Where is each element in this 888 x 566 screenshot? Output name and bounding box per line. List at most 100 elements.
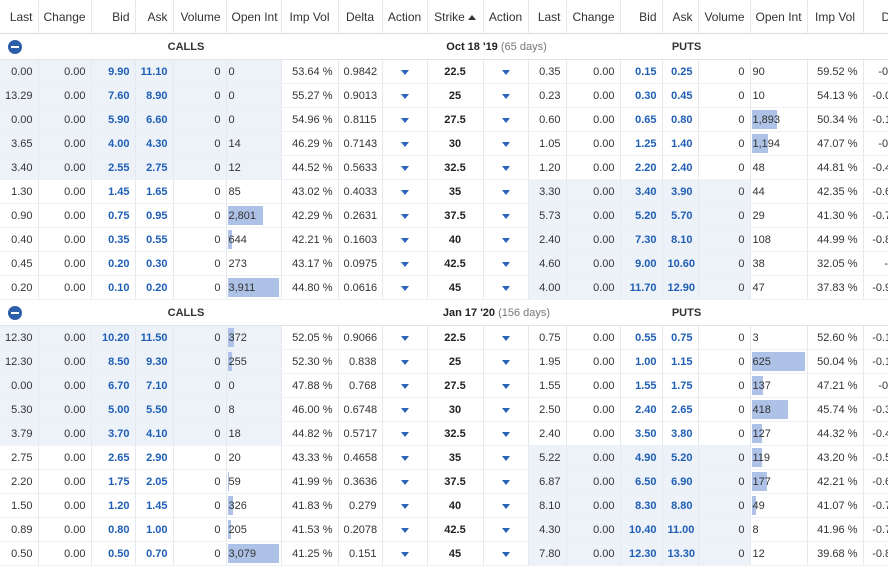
call-action[interactable] xyxy=(382,445,428,470)
caret-down-icon[interactable] xyxy=(501,165,510,171)
caret-down-icon[interactable] xyxy=(501,431,510,437)
call-action[interactable] xyxy=(382,179,428,204)
caret-down-icon[interactable] xyxy=(400,335,409,341)
caret-down-icon[interactable] xyxy=(501,141,510,147)
put-action[interactable] xyxy=(483,421,529,446)
col-header-put-change[interactable]: Change xyxy=(566,0,621,34)
call-action[interactable] xyxy=(382,155,428,180)
caret-down-icon[interactable] xyxy=(400,189,409,195)
col-header-put-volume[interactable]: Volume xyxy=(698,0,751,34)
caret-down-icon[interactable] xyxy=(501,261,510,267)
col-header-put-open-int[interactable]: Open Int xyxy=(750,0,808,34)
put-action[interactable] xyxy=(483,445,529,470)
caret-down-icon[interactable] xyxy=(501,479,510,485)
caret-down-icon[interactable] xyxy=(400,455,409,461)
put-action[interactable] xyxy=(483,517,529,542)
put-action[interactable] xyxy=(483,227,529,252)
put-action[interactable] xyxy=(483,493,529,518)
caret-down-icon[interactable] xyxy=(400,383,409,389)
call-action[interactable] xyxy=(382,227,428,252)
put-action[interactable] xyxy=(483,203,529,228)
caret-down-icon[interactable] xyxy=(400,431,409,437)
caret-down-icon[interactable] xyxy=(501,383,510,389)
caret-down-icon[interactable] xyxy=(501,93,510,99)
put-action[interactable] xyxy=(483,469,529,494)
col-header-call-change[interactable]: Change xyxy=(38,0,92,34)
col-header-call-last[interactable]: Last xyxy=(0,0,39,34)
caret-down-icon[interactable] xyxy=(501,335,510,341)
col-header-call-ask[interactable]: Ask xyxy=(135,0,174,34)
call-action[interactable] xyxy=(382,107,428,132)
caret-down-icon[interactable] xyxy=(501,503,510,509)
call-action[interactable] xyxy=(382,493,428,518)
caret-down-icon[interactable] xyxy=(501,407,510,413)
caret-down-icon[interactable] xyxy=(400,285,409,291)
caret-down-icon[interactable] xyxy=(400,503,409,509)
caret-down-icon[interactable] xyxy=(400,93,409,99)
col-header-put-action[interactable]: Action xyxy=(483,0,529,34)
put-action[interactable] xyxy=(483,251,529,276)
put-action[interactable] xyxy=(483,59,529,84)
minus-circle-icon[interactable] xyxy=(8,305,22,320)
col-header-call-open-int[interactable]: Open Int xyxy=(226,0,282,34)
col-header-put-imp-vol[interactable]: Imp Vol xyxy=(807,0,864,34)
col-header-call-action[interactable]: Action xyxy=(382,0,428,34)
caret-down-icon[interactable] xyxy=(400,527,409,533)
col-header-put-delta[interactable]: Delta xyxy=(863,0,888,34)
col-header-put-ask[interactable]: Ask xyxy=(662,0,699,34)
caret-down-icon[interactable] xyxy=(400,407,409,413)
caret-down-icon[interactable] xyxy=(400,165,409,171)
col-header-strike[interactable]: Strike xyxy=(427,0,484,34)
call-action[interactable] xyxy=(382,517,428,542)
caret-down-icon[interactable] xyxy=(501,455,510,461)
call-action[interactable] xyxy=(382,275,428,300)
caret-down-icon[interactable] xyxy=(400,359,409,365)
caret-down-icon[interactable] xyxy=(501,117,510,123)
caret-down-icon[interactable] xyxy=(501,189,510,195)
caret-down-icon[interactable] xyxy=(400,213,409,219)
call-action[interactable] xyxy=(382,397,428,422)
caret-down-icon[interactable] xyxy=(501,237,510,243)
col-header-put-last[interactable]: Last xyxy=(528,0,567,34)
call-action[interactable] xyxy=(382,469,428,494)
call-action[interactable] xyxy=(382,325,428,350)
call-action[interactable] xyxy=(382,59,428,84)
call-action[interactable] xyxy=(382,541,428,566)
caret-down-icon[interactable] xyxy=(501,285,510,291)
caret-down-icon[interactable] xyxy=(400,261,409,267)
caret-down-icon[interactable] xyxy=(501,213,510,219)
put-action[interactable] xyxy=(483,349,529,374)
call-action[interactable] xyxy=(382,421,428,446)
put-action[interactable] xyxy=(483,155,529,180)
put-action[interactable] xyxy=(483,131,529,156)
call-action[interactable] xyxy=(382,251,428,276)
col-header-call-volume[interactable]: Volume xyxy=(173,0,227,34)
caret-down-icon[interactable] xyxy=(501,359,510,365)
caret-down-icon[interactable] xyxy=(501,551,510,557)
put-action[interactable] xyxy=(483,179,529,204)
caret-down-icon[interactable] xyxy=(400,237,409,243)
call-action[interactable] xyxy=(382,349,428,374)
call-action[interactable] xyxy=(382,373,428,398)
put-action[interactable] xyxy=(483,107,529,132)
col-header-call-delta[interactable]: Delta xyxy=(338,0,383,34)
caret-down-icon[interactable] xyxy=(400,69,409,75)
put-action[interactable] xyxy=(483,83,529,108)
caret-down-icon[interactable] xyxy=(400,117,409,123)
caret-down-icon[interactable] xyxy=(400,141,409,147)
caret-down-icon[interactable] xyxy=(400,479,409,485)
put-action[interactable] xyxy=(483,541,529,566)
col-header-put-bid[interactable]: Bid xyxy=(620,0,663,34)
call-action[interactable] xyxy=(382,203,428,228)
caret-down-icon[interactable] xyxy=(400,551,409,557)
caret-down-icon[interactable] xyxy=(501,69,510,75)
put-action[interactable] xyxy=(483,397,529,422)
put-action[interactable] xyxy=(483,275,529,300)
put-action[interactable] xyxy=(483,373,529,398)
minus-circle-icon[interactable] xyxy=(8,39,22,54)
col-header-call-bid[interactable]: Bid xyxy=(91,0,136,34)
col-header-call-imp-vol[interactable]: Imp Vol xyxy=(281,0,339,34)
call-action[interactable] xyxy=(382,131,428,156)
call-action[interactable] xyxy=(382,83,428,108)
caret-down-icon[interactable] xyxy=(501,527,510,533)
